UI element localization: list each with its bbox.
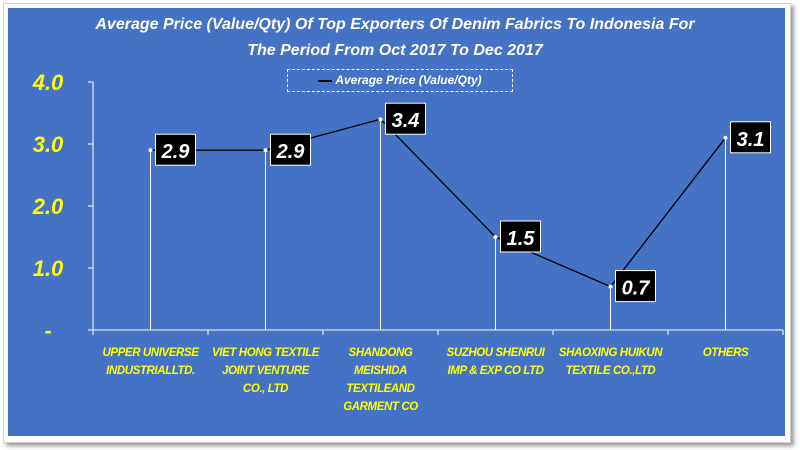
x-tick-label: SHANDONG MEISHIDA TEXTILEAND GARMENT CO [343, 347, 418, 413]
y-tick-label: 2.0 [32, 194, 64, 219]
title-line-1: Average Price (Value/Qty) Of Top Exporte… [95, 16, 695, 33]
y-tick-label: 1.0 [33, 256, 64, 281]
y-tick-label: 3.0 [33, 132, 64, 157]
series-line [150, 118, 727, 288]
x-tick-label: SHAOXING HUIKUN TEXTILE CO.,LTD [558, 347, 663, 377]
y-tick-label: - [44, 318, 51, 343]
data-label-box [155, 133, 196, 166]
data-label: 0.7 [622, 278, 651, 300]
title-line-2: The Period From Oct 2017 To Dec 2017 [247, 42, 543, 59]
legend-label: Average Price (Value/Qty) [335, 73, 482, 87]
data-label: 2.9 [161, 141, 191, 163]
data-point [493, 235, 498, 239]
data-point [148, 148, 153, 153]
legend: Average Price (Value/Qty) [287, 69, 513, 92]
x-tick-label: UPPER UNIVERSE INDUSTRIALLTD. [102, 347, 199, 377]
data-label-box [385, 102, 426, 135]
data-label: 1.5 [507, 228, 536, 250]
data-label-box [615, 270, 656, 303]
data-label-box [270, 133, 311, 166]
x-tick-label: SUZHOU SHENRUI IMP & EXP CO LTD [446, 347, 545, 377]
data-label: 3.1 [737, 129, 765, 151]
data-point [263, 148, 268, 153]
x-tick-label: VIET HONG TEXTILE JOINT VENTURE CO., LTD [212, 347, 319, 395]
data-label-box [500, 220, 541, 253]
data-label: 3.4 [392, 110, 420, 132]
data-label-box [730, 121, 771, 154]
data-point [608, 284, 613, 289]
legend-marker-icon [318, 79, 333, 82]
chart-area [8, 8, 785, 436]
data-point [378, 117, 383, 122]
x-tick-label: OTHERS [702, 347, 749, 359]
y-tick-label: 4.0 [32, 70, 64, 95]
data-label: 2.9 [276, 141, 306, 163]
data-point [723, 135, 728, 140]
chart-title: Average Price (Value/Qty) Of Top Exporte… [0, 12, 790, 64]
